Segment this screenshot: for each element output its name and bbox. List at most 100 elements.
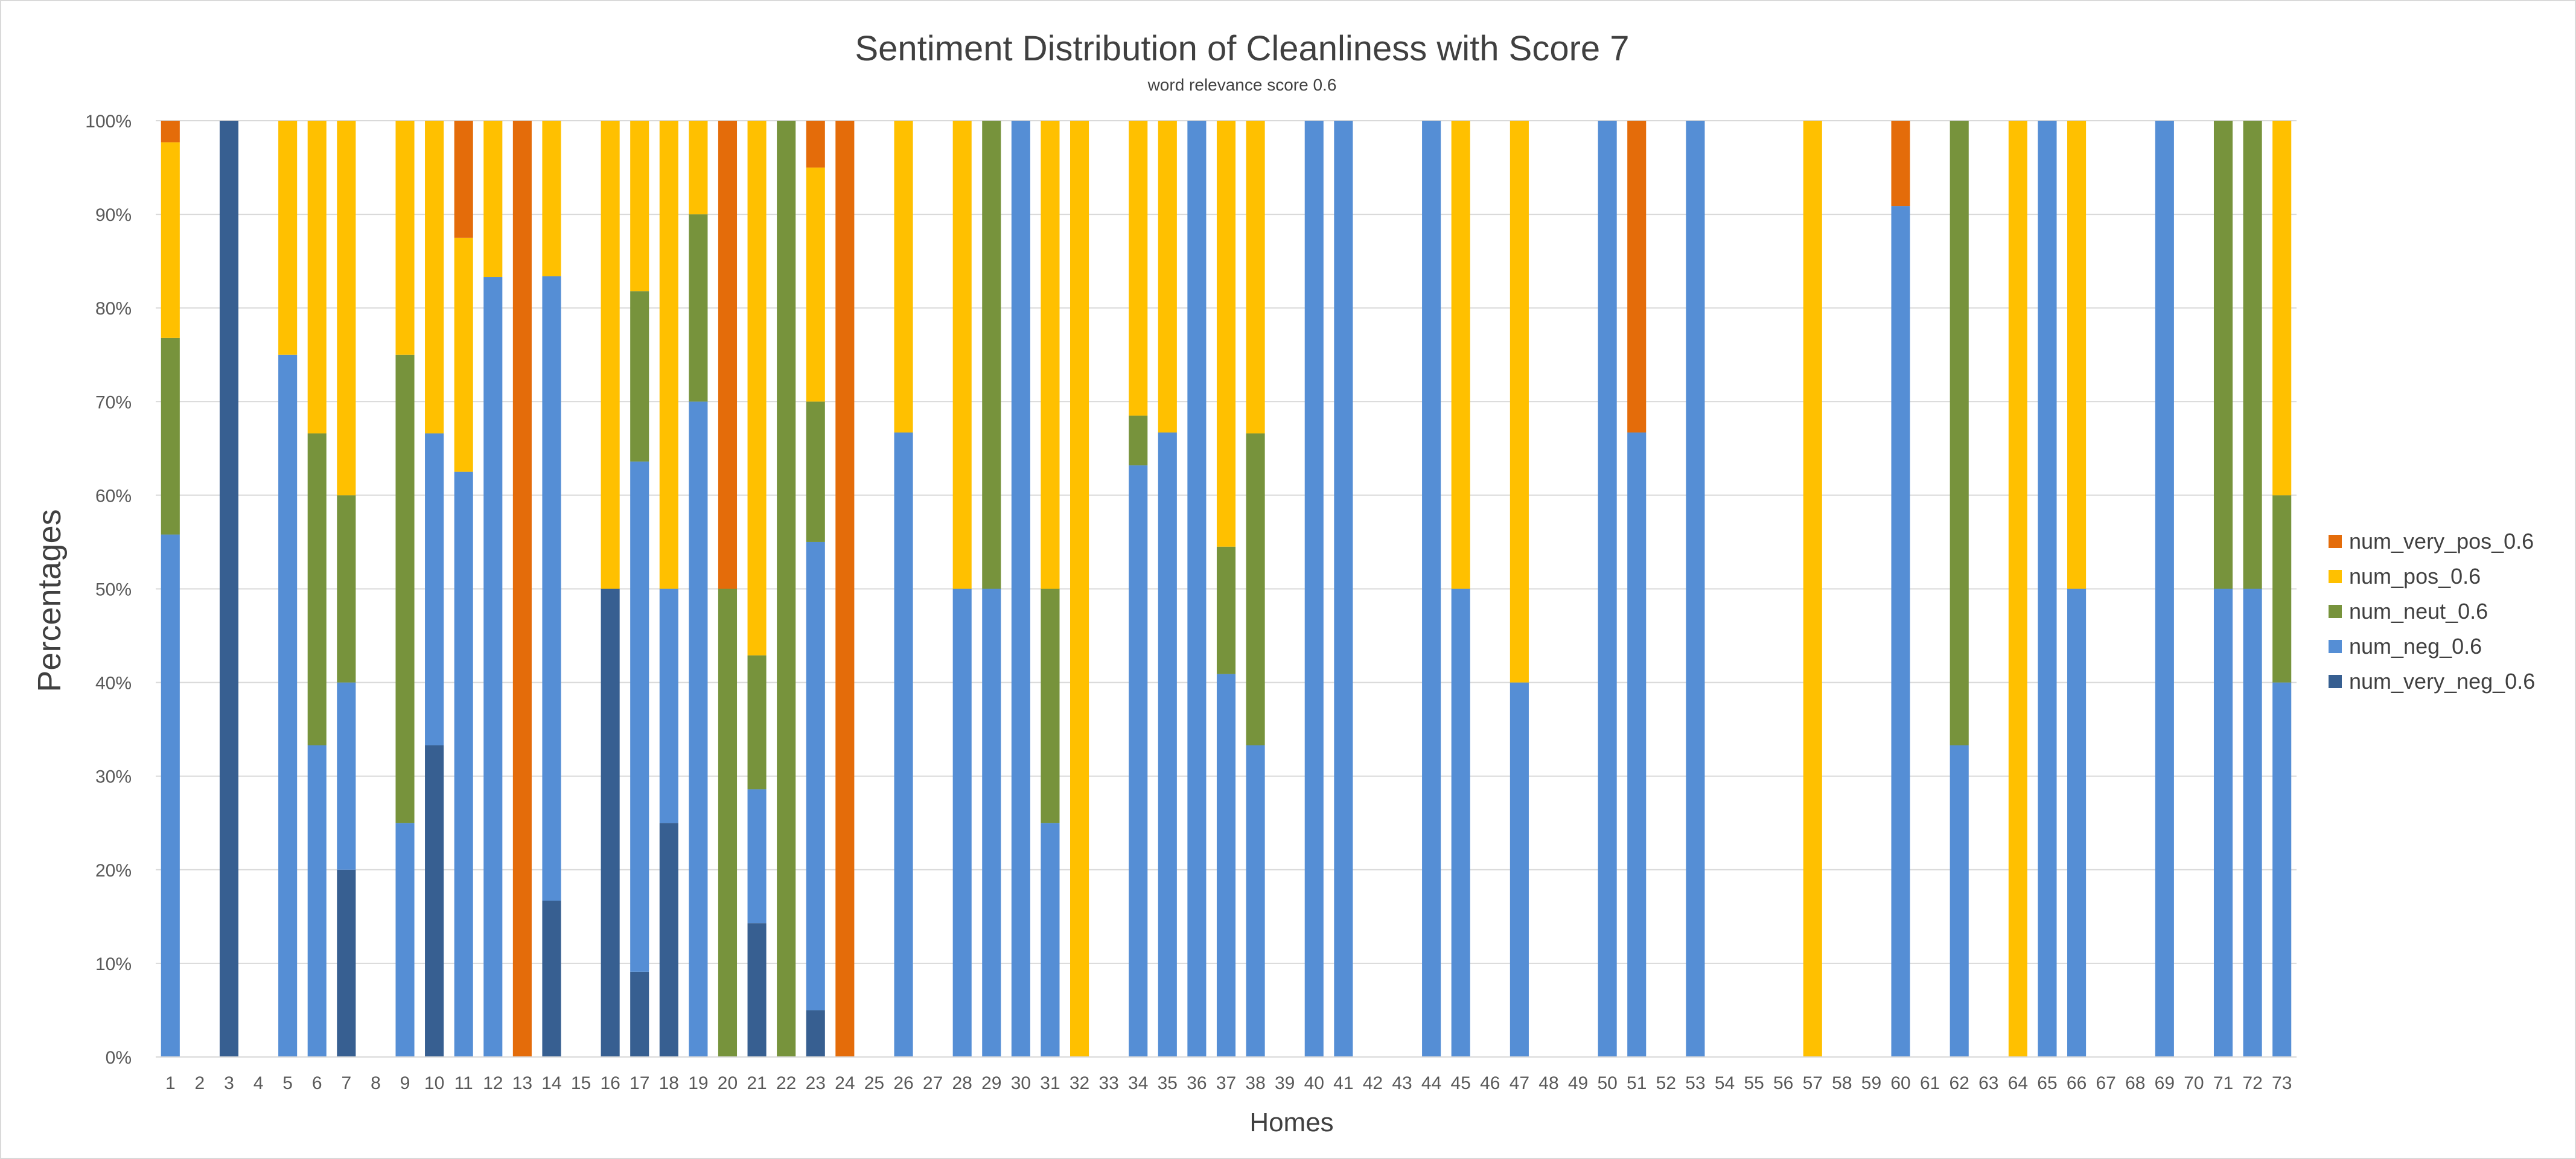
x-tick-label: 18 <box>659 1073 679 1093</box>
x-tick-label: 35 <box>1158 1073 1178 1093</box>
x-tick-label: 56 <box>1773 1073 1793 1093</box>
x-tick-label: 69 <box>2155 1073 2175 1093</box>
y-tick-label: 100% <box>85 112 132 132</box>
x-tick-label: 39 <box>1275 1073 1295 1093</box>
x-tick-label: 48 <box>1538 1073 1558 1093</box>
bar-segment-num-neg-0-6-home-66 <box>2067 589 2087 1057</box>
bar-segment-num-pos-0-6-home-7 <box>337 121 356 496</box>
legend: num_very_pos_0.6 num_pos_0.6 num_neut_0.6n… <box>2329 529 2535 694</box>
bar-segment-num-neg-0-6-home-1 <box>161 534 180 1057</box>
x-tick-label: 4 <box>253 1073 264 1093</box>
bar-segment-num-neut-0-6-home-17 <box>630 291 649 462</box>
x-tick-label: 34 <box>1128 1073 1148 1093</box>
bar-segment-num-very-pos-0-6-home-51 <box>1627 121 1647 433</box>
x-tick-label: 17 <box>630 1073 649 1093</box>
y-tick-label: 60% <box>95 486 132 506</box>
y-axis-ticks: 0% 10% 20% 30% 40% 50% 60% 70% 80% 90% 100% <box>85 112 132 1068</box>
x-tick-label: 6 <box>312 1073 322 1093</box>
bar-segment-num-neut-0-6-home-31 <box>1041 589 1060 823</box>
bar-segment-num-pos-0-6-home-31 <box>1041 121 1060 589</box>
x-tick-label: 5 <box>282 1073 293 1093</box>
bar-segment-num-pos-0-6-home-5 <box>278 121 298 355</box>
bar-segment-num-pos-0-6-home-37 <box>1216 121 1236 547</box>
x-tick-label: 2 <box>195 1073 205 1093</box>
bar-segment-num-pos-0-6-home-11 <box>454 237 473 472</box>
bar-segment-num-neg-0-6-home-11 <box>454 471 473 1057</box>
bar-segment-num-very-pos-0-6-home-20 <box>718 121 738 589</box>
bar-segment-num-neg-0-6-home-41 <box>1334 121 1353 1057</box>
bar-segment-num-neut-0-6-home-71 <box>2213 121 2233 589</box>
chart-subtitle: word relevance score 0.6 <box>1147 75 1337 94</box>
y-tick-label: 80% <box>95 299 132 319</box>
bar-segment-num-very-neg-0-6-home-23 <box>806 1010 825 1057</box>
x-tick-label: 31 <box>1040 1073 1060 1093</box>
bar-segment-num-neut-0-6-home-7 <box>337 495 356 683</box>
bar-segment-num-very-pos-0-6-home-11 <box>454 121 473 238</box>
x-tick-label: 12 <box>483 1073 503 1093</box>
bar-segment-num-very-pos-0-6-home-1 <box>161 121 180 142</box>
x-tick-label: 15 <box>571 1073 591 1093</box>
x-tick-label: 60 <box>1890 1073 1910 1093</box>
x-tick-label: 25 <box>864 1073 884 1093</box>
x-tick-label: 53 <box>1685 1073 1705 1093</box>
x-axis-ticks: 1 2 3 4 5 6 7 8 9 10 11 12 13 14 15 16 17 18 19 20 21 22 23 24 2… <box>165 1073 2292 1093</box>
y-tick-label: 40% <box>95 674 132 694</box>
bar-segment-num-very-neg-0-6-home-3 <box>219 121 239 1057</box>
bar-segment-num-neg-0-6-home-7 <box>337 682 356 870</box>
bar-segment-num-pos-0-6-home-19 <box>689 121 708 215</box>
bar-segment-num-neg-0-6-home-6 <box>307 745 327 1057</box>
bar-segment-num-neg-0-6-home-21 <box>747 789 767 924</box>
x-tick-label: 42 <box>1363 1073 1383 1093</box>
x-tick-label: 59 <box>1861 1073 1881 1093</box>
x-tick-label: 8 <box>371 1073 381 1093</box>
x-tick-label: 11 <box>454 1073 473 1093</box>
x-tick-label: 20 <box>718 1073 738 1093</box>
bar-segment-num-pos-0-6-home-18 <box>659 121 678 589</box>
bar-segment-num-very-neg-0-6-home-14 <box>542 900 561 1057</box>
x-tick-label: 30 <box>1011 1073 1031 1093</box>
x-tick-label: 55 <box>1744 1073 1764 1093</box>
x-tick-label: 52 <box>1656 1073 1676 1093</box>
legend-swatch <box>2329 675 2342 688</box>
x-tick-label: 63 <box>1978 1073 1998 1093</box>
x-tick-label: 37 <box>1216 1073 1236 1093</box>
bar-segment-num-neg-0-6-home-12 <box>483 277 503 1058</box>
bar-segment-num-pos-0-6-home-21 <box>747 121 767 656</box>
bar-segment-num-neg-0-6-home-45 <box>1451 589 1470 1057</box>
bar-segment-num-neg-0-6-home-31 <box>1041 823 1060 1057</box>
bar-segment-num-pos-0-6-home-64 <box>2008 121 2027 1057</box>
y-tick-label: 70% <box>95 392 132 412</box>
bar-segment-num-neg-0-6-home-73 <box>2272 682 2292 1057</box>
x-tick-label: 23 <box>806 1073 826 1093</box>
x-tick-label: 13 <box>512 1073 532 1093</box>
x-tick-label: 44 <box>1421 1073 1441 1093</box>
bar-segment-num-neg-0-6-home-28 <box>952 589 972 1057</box>
bar-segment-num-very-neg-0-6-home-10 <box>425 745 444 1057</box>
legend-swatch <box>2329 535 2342 548</box>
x-tick-label: 58 <box>1832 1073 1852 1093</box>
x-tick-label: 45 <box>1451 1073 1471 1093</box>
legend-label: num_pos_0.6 <box>2349 564 2481 589</box>
bar-segment-num-very-neg-0-6-home-21 <box>747 923 767 1057</box>
bar-segment-num-pos-0-6-home-34 <box>1129 121 1148 416</box>
x-tick-label: 73 <box>2272 1073 2292 1093</box>
bar-segment-num-neut-0-6-home-72 <box>2243 121 2262 589</box>
bar-segment-num-pos-0-6-home-35 <box>1158 121 1177 433</box>
bar-segment-num-pos-0-6-home-1 <box>161 142 180 338</box>
bar-segment-num-very-neg-0-6-home-18 <box>659 823 678 1057</box>
legend-label: num_very_pos_0.6 <box>2349 529 2534 554</box>
bar-segment-num-pos-0-6-home-12 <box>483 121 503 278</box>
bar-segment-num-neut-0-6-home-29 <box>982 121 1001 589</box>
bar-segment-num-pos-0-6-home-6 <box>307 121 327 434</box>
bar-segment-num-pos-0-6-home-26 <box>894 121 913 433</box>
bar-segment-num-neg-0-6-home-34 <box>1129 465 1148 1057</box>
x-tick-label: 40 <box>1304 1073 1324 1093</box>
y-tick-label: 0% <box>106 1048 132 1068</box>
bar-segment-num-neg-0-6-home-60 <box>1891 206 1910 1057</box>
legend-label: num_neg_0.6 <box>2349 634 2482 659</box>
x-tick-label: 27 <box>923 1073 943 1093</box>
x-tick-label: 61 <box>1920 1073 1940 1093</box>
bar-segment-num-neg-0-6-home-50 <box>1598 121 1617 1057</box>
bar-segment-num-neg-0-6-home-72 <box>2243 589 2262 1057</box>
